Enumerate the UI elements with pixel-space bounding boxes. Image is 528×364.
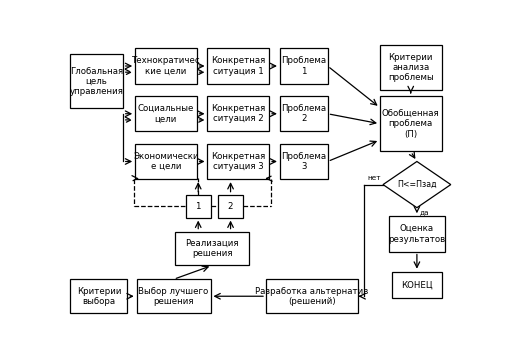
Text: КОНЕЦ: КОНЕЦ (401, 280, 433, 289)
Text: Глобальная
цель
управления: Глобальная цель управления (70, 67, 124, 96)
Text: нет: нет (367, 175, 381, 181)
FancyBboxPatch shape (266, 279, 359, 313)
Polygon shape (383, 162, 451, 208)
Text: Технократичес
кие цели: Технократичес кие цели (131, 56, 200, 76)
FancyBboxPatch shape (135, 144, 196, 179)
FancyBboxPatch shape (70, 55, 122, 108)
Text: Реализация
решения: Реализация решения (185, 239, 239, 258)
FancyBboxPatch shape (380, 96, 441, 151)
Text: Критерии
выбора: Критерии выбора (77, 286, 121, 306)
FancyBboxPatch shape (380, 45, 441, 90)
FancyBboxPatch shape (70, 279, 127, 313)
FancyBboxPatch shape (392, 272, 441, 298)
Text: Обобщенная
проблема
(П): Обобщенная проблема (П) (382, 109, 439, 139)
Text: Социальные
цели: Социальные цели (138, 104, 194, 123)
Text: Проблема
2: Проблема 2 (281, 104, 326, 123)
Text: да: да (420, 209, 429, 215)
Text: Проблема
1: Проблема 1 (281, 56, 326, 76)
FancyBboxPatch shape (280, 96, 327, 131)
Text: Проблема
3: Проблема 3 (281, 152, 326, 171)
Text: П<=Пзад: П<=Пзад (397, 180, 437, 189)
Text: 1: 1 (195, 202, 201, 211)
Text: Конкретная
ситуация 1: Конкретная ситуация 1 (211, 56, 266, 76)
FancyBboxPatch shape (218, 195, 243, 218)
Text: Оценка
результатов: Оценка результатов (388, 224, 446, 244)
Text: Выбор лучшего
решения: Выбор лучшего решения (138, 286, 209, 306)
FancyBboxPatch shape (389, 216, 445, 252)
FancyBboxPatch shape (208, 144, 269, 179)
Text: Конкретная
ситуация 3: Конкретная ситуация 3 (211, 152, 266, 171)
Text: Экономически
е цели: Экономически е цели (133, 152, 199, 171)
FancyBboxPatch shape (135, 96, 196, 131)
Text: Критерии
анализа
проблемы: Критерии анализа проблемы (388, 53, 433, 83)
FancyBboxPatch shape (175, 232, 249, 265)
FancyBboxPatch shape (137, 279, 211, 313)
FancyBboxPatch shape (208, 96, 269, 131)
Text: 2: 2 (228, 202, 233, 211)
FancyBboxPatch shape (135, 48, 196, 84)
FancyBboxPatch shape (280, 48, 327, 84)
Text: Конкретная
ситуация 2: Конкретная ситуация 2 (211, 104, 266, 123)
Text: Разработка альтернатив
(решений): Разработка альтернатив (решений) (256, 286, 369, 306)
FancyBboxPatch shape (208, 48, 269, 84)
FancyBboxPatch shape (186, 195, 211, 218)
FancyBboxPatch shape (280, 144, 327, 179)
